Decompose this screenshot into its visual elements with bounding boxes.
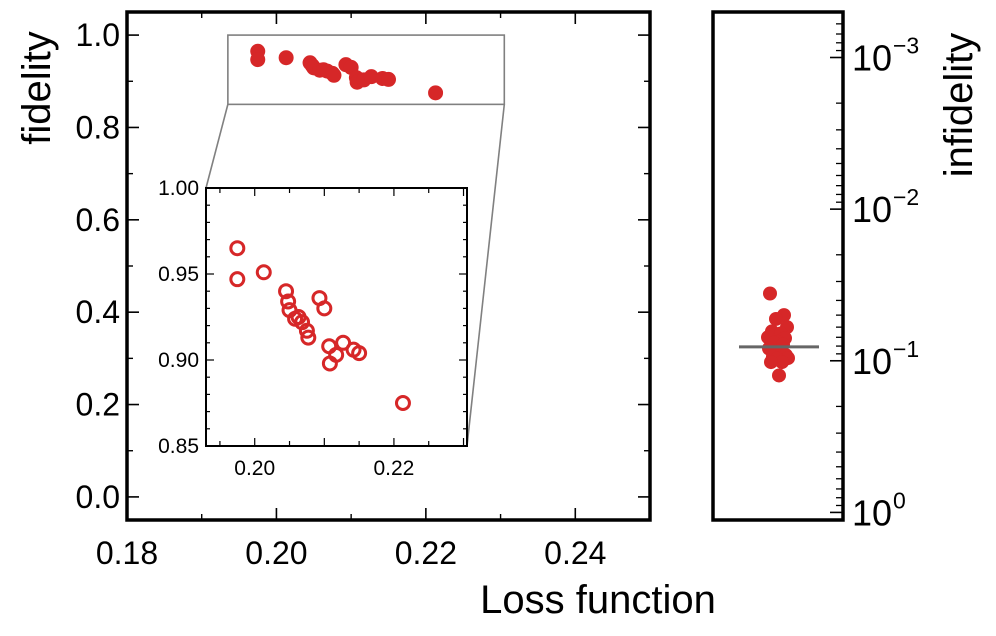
main-data-point (428, 85, 444, 101)
main-y-tick-label: 0.2 (76, 387, 120, 423)
infidelity-tick-exponent: −1 (893, 336, 919, 362)
inset-data-point (351, 345, 368, 362)
main-x-tick-label: 0.20 (245, 535, 307, 571)
inset-data-point (255, 264, 272, 281)
main-y-tick-label: 1.0 (76, 17, 120, 53)
inset-data-point (298, 322, 315, 339)
infidelity-tick-exponent: 0 (893, 487, 906, 513)
inset-data-point (280, 293, 297, 310)
infidelity-data-point (769, 311, 783, 326)
main-x-tick-label: 0.18 (96, 535, 158, 571)
inset-x-tick-label: 0.20 (234, 457, 275, 480)
inset-points (229, 240, 411, 411)
main-y-tick-label: 0.4 (76, 294, 120, 330)
infidelity-ticks (830, 23, 843, 514)
infidelity-tick-base: 10 (852, 341, 892, 382)
infidelity-tick-base: 10 (852, 37, 892, 78)
inset-data-point (278, 283, 295, 300)
main-x-tick-labels: 0.18 0.20 0.22 0.24 (96, 535, 607, 571)
inset-data-point (229, 271, 246, 288)
main-data-point (250, 52, 266, 68)
infidelity-data-point (763, 286, 777, 301)
main-data-point (326, 67, 342, 83)
infidelity-tick-exponent: −2 (893, 184, 919, 210)
x-axis-label: Loss function (480, 578, 716, 622)
inset-data-point (300, 329, 317, 346)
main-plot: 0.18 0.20 0.22 0.24 0.0 0.2 0.4 0.6 0.8 1.0 Loss… (15, 10, 716, 622)
infidelity-tick-exponent: −3 (893, 32, 919, 58)
inset-y-tick-label: 0.85 (158, 435, 199, 458)
zoom-region-box (227, 34, 506, 106)
main-points (250, 43, 444, 101)
inset-x-tick-label: 0.22 (373, 457, 414, 480)
main-y-tick-label: 0.0 (76, 479, 120, 515)
infidelity-points (761, 286, 795, 383)
main-ticks (126, 12, 650, 520)
y-axis-label: fidelity (15, 31, 59, 144)
inset-data-point (316, 300, 333, 317)
main-y-tick-label: 0.6 (76, 202, 120, 238)
infidelity-data-point (772, 368, 786, 383)
zoom-connector-right (466, 104, 506, 447)
main-y-tick-labels: 0.0 0.2 0.4 0.6 0.8 1.0 (76, 17, 120, 515)
inset-plot: 0.20 0.22 0.85 0.90 0.95 1.00 (158, 177, 468, 480)
inset-y-tick-label: 0.90 (158, 349, 199, 372)
inset-plot-frame (205, 187, 468, 447)
main-data-point (381, 71, 396, 87)
inset-y-tick-labels: 0.85 0.90 0.95 1.00 (158, 177, 199, 458)
inset-y-tick-label: 1.00 (158, 177, 199, 200)
main-x-tick-label: 0.24 (544, 535, 606, 571)
main-data-point (363, 69, 379, 85)
infidelity-data-point (775, 355, 789, 370)
inset-ticks (206, 187, 467, 447)
main-y-tick-label: 0.8 (76, 109, 120, 145)
inset-x-tick-labels: 0.20 0.22 (234, 457, 414, 480)
inset-data-point (229, 240, 246, 257)
inset-data-point (394, 395, 411, 411)
inset-data-point (328, 346, 345, 363)
main-data-point (278, 50, 294, 66)
inset-y-tick-label: 0.95 (158, 263, 199, 286)
infidelity-data-point (764, 355, 778, 370)
main-x-tick-label: 0.22 (395, 535, 457, 571)
infidelity-tick-base: 10 (852, 492, 892, 533)
infidelity-axis-label: infidelity (937, 33, 981, 178)
zoom-connector-left (205, 104, 229, 189)
infidelity-tick-base: 10 (852, 189, 892, 230)
infidelity-panel-frame (711, 10, 845, 522)
